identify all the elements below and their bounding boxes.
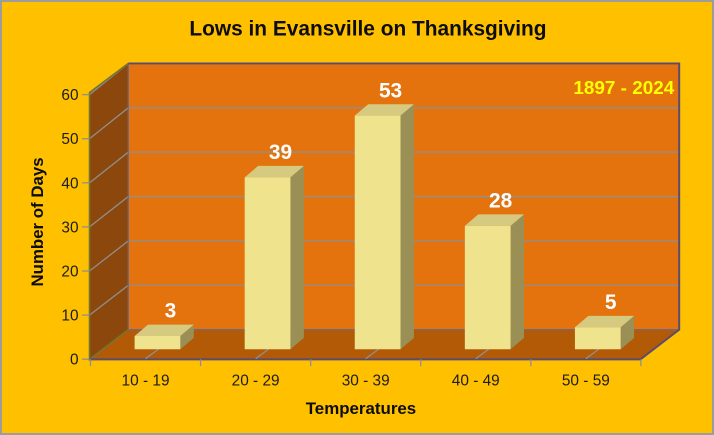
x-tick-label: 10 - 19 [122, 372, 170, 389]
floor-category-tick [145, 348, 159, 360]
y-tick-label: 20 [61, 263, 78, 280]
bar-front-face [134, 336, 181, 350]
wall-edge-lines [88, 62, 129, 361]
bar-3d [464, 214, 525, 350]
x-tick-label: 20 - 29 [232, 372, 280, 389]
bar-top-face [464, 214, 525, 226]
floor-category-tick [255, 348, 269, 360]
bar-front-face [354, 115, 401, 350]
bar-3d [244, 165, 304, 350]
bar-side-face [180, 324, 194, 350]
x-tick-label: 40 - 49 [452, 372, 500, 389]
axis-labels: 0 10 20 30 40 50 60 10 - 19 20 - 29 30 - 39 40 - 4… [61, 87, 609, 389]
bar-front-face [574, 327, 621, 350]
side-wall-gridline [89, 284, 129, 316]
chart-title: Lows in Evansville on Thanksgiving [189, 18, 546, 41]
bar-top-face [574, 315, 635, 328]
bar-3d [574, 315, 635, 350]
y-tick-label: 30 [61, 219, 78, 236]
bar-value-label: 39 [269, 141, 292, 164]
y-tick-label: 50 [61, 131, 78, 148]
period-label: 1897 - 2024 [573, 77, 674, 98]
bar-side-face [620, 315, 635, 350]
value-labels: 3 39 53 28 5 [165, 79, 617, 322]
y-axis-title: Number of Days [28, 157, 47, 286]
bar-top-face [134, 324, 194, 337]
plot-border [89, 62, 681, 361]
floor-category-tick [475, 348, 490, 360]
y-tick-label: 10 [61, 308, 78, 325]
bar-side-face [290, 165, 304, 350]
bar-3d [134, 324, 194, 350]
side-wall-gridline [89, 107, 129, 140]
floor-category-tick [365, 348, 380, 360]
y-tick-label: 0 [70, 352, 79, 369]
bar-top-face [354, 104, 414, 116]
bar-value-label: 53 [379, 79, 402, 102]
bar-value-label: 3 [165, 300, 177, 323]
side-wall-gridline [89, 151, 129, 184]
y-tick-label: 40 [61, 175, 78, 192]
bar-side-face [400, 104, 414, 350]
bars [134, 104, 635, 350]
side-wall-gridline [89, 196, 129, 228]
floor-category-tick [585, 348, 600, 360]
bar-value-label: 28 [489, 190, 512, 213]
bar-3d [354, 104, 414, 350]
x-tick-label: 50 - 59 [562, 372, 610, 389]
y-tick-label: 60 [61, 87, 78, 104]
bar-side-face [510, 214, 525, 350]
bar-front-face [464, 225, 511, 350]
bar-top-face [244, 165, 304, 178]
x-axis-title: Temperatures [306, 399, 416, 418]
bar-front-face [244, 177, 291, 350]
x-tick-label: 30 - 39 [342, 372, 390, 389]
axis-ticks [82, 93, 642, 367]
side-wall-gridline [89, 240, 129, 272]
bar-value-label: 5 [605, 291, 617, 314]
